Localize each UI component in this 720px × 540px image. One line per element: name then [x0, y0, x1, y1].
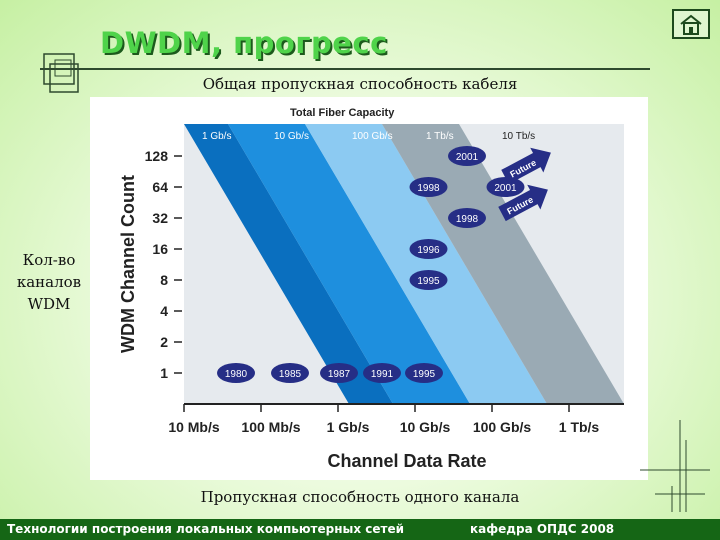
side-label-line: Кол-во	[22, 251, 76, 269]
title-rule	[40, 68, 650, 70]
chart-title: Total Fiber Capacity	[290, 107, 395, 119]
home-button[interactable]	[672, 9, 710, 39]
y-ticks: 1 2 4 8 16 32 64 128	[145, 148, 182, 381]
svg-text:1998: 1998	[456, 214, 479, 225]
band-labels: 1 Gb/s 10 Gb/s 100 Gb/s 1 Tb/s 10 Tb/s	[202, 131, 535, 142]
capacity-bands	[184, 124, 624, 404]
capacity-band	[184, 124, 393, 404]
capacity-band	[228, 124, 470, 404]
year-marker: 2001	[448, 146, 486, 166]
side-label-line: каналов	[16, 273, 82, 291]
year-marker: 1995	[409, 270, 448, 290]
year-marker: 1987	[320, 363, 358, 383]
side-label-line: WDM	[27, 295, 71, 313]
year-marker: 1996	[409, 239, 448, 259]
year-marker: 2001	[486, 177, 525, 197]
y-tick-label: 32	[152, 210, 168, 226]
chart-canvas: 1 Gb/s 10 Gb/s 100 Gb/s 1 Tb/s 10 Tb/s 12481…	[118, 107, 624, 471]
y-tick-label: 16	[152, 241, 168, 257]
x-tick-label: 100 Gb/s	[473, 419, 532, 435]
band-label: 1 Tb/s	[426, 131, 454, 142]
axis-side-label: Кол-во каналов WDM	[14, 249, 84, 315]
x-tick-label: 1 Gb/s	[327, 419, 370, 435]
svg-text:1996: 1996	[417, 245, 440, 256]
svg-text:1985: 1985	[279, 369, 302, 380]
year-marker: 1985	[271, 363, 309, 383]
x-axis-label: Channel Data Rate	[327, 451, 486, 471]
caption-total-capacity: Общая пропускная способность кабеля	[202, 75, 518, 93]
year-marker: 1991	[363, 363, 401, 383]
band-label: 10 Gb/s	[274, 131, 309, 142]
y-tick-label: 1	[160, 365, 168, 381]
band-label: 1 Gb/s	[202, 131, 231, 142]
band-label: 10 Tb/s	[502, 131, 535, 142]
footer-bar: Технологии построения локальных компьюте…	[0, 519, 720, 540]
band-label: 100 Gb/s	[352, 131, 393, 142]
x-tick-label: 10 Mb/s	[168, 419, 220, 435]
caption-channel-capacity: Пропускная способность одного канала	[200, 488, 520, 506]
footer-course: Технологии построения локальных компьюте…	[7, 522, 405, 536]
home-icon	[680, 14, 702, 35]
svg-text:1991: 1991	[371, 369, 394, 380]
y-tick-label: 128	[145, 148, 169, 164]
x-tick-label: 1 Tb/s	[559, 419, 600, 435]
x-ticks: 10 Mb/s 100 Mb/s 1 Gb/s 10 Gb/s 100 Gb/s 1 Tb…	[168, 404, 599, 435]
svg-text:1980: 1980	[225, 369, 248, 380]
y-tick-label: 64	[152, 179, 168, 195]
svg-text:1987: 1987	[328, 369, 351, 380]
footer-department: кафедра ОПДС 2008	[470, 522, 615, 536]
svg-text:2001: 2001	[494, 183, 517, 194]
svg-text:1995: 1995	[417, 276, 440, 287]
y-tick-label: 8	[160, 272, 168, 288]
capacity-band	[382, 124, 624, 404]
svg-text:1998: 1998	[417, 183, 440, 194]
x-tick-label: 100 Mb/s	[241, 419, 300, 435]
capacity-band	[305, 124, 547, 404]
year-marker: 1995	[405, 363, 443, 383]
year-marker: 1998	[448, 208, 486, 228]
y-axis-label: WDM Channel Count	[118, 175, 138, 353]
year-marker: 1998	[409, 177, 448, 197]
svg-text:1995: 1995	[413, 369, 436, 380]
svg-text:2001: 2001	[456, 152, 479, 163]
year-marker: 1980	[217, 363, 255, 383]
y-tick-label: 2	[160, 334, 168, 350]
slide-title: DWDM, прогресс	[100, 26, 388, 60]
x-tick-label: 10 Gb/s	[400, 419, 451, 435]
year-markers: 1980 1985 1987 1991 1995 1995 1996 1998 1998 2001…	[217, 146, 525, 383]
y-tick-label: 4	[160, 303, 168, 319]
